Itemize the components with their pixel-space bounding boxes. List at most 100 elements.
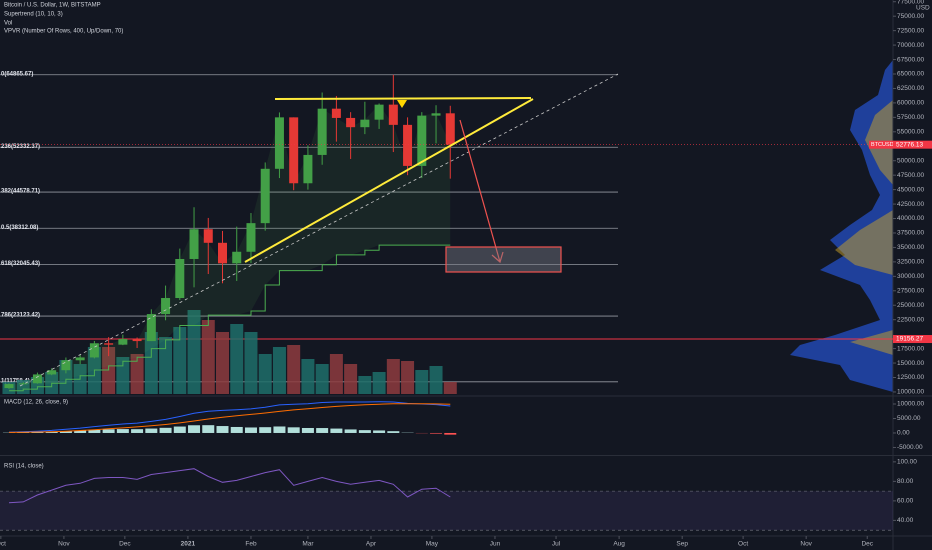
supertrend-fill [8, 104, 451, 391]
x-tick-label: Apr [366, 541, 377, 548]
indicator-label: Vol [4, 21, 12, 27]
y-tick-label: 25000.00 [897, 302, 924, 309]
histogram-bar [216, 426, 229, 433]
fib-label: 1(11758.4) [1, 378, 30, 384]
volume-bar [429, 366, 443, 394]
y-tick-label: 60.00 [897, 498, 914, 505]
histogram-bar [358, 430, 371, 433]
symbol-badge-box [869, 140, 893, 149]
y-tick-label: 75000.00 [897, 13, 924, 20]
pane-title: RSI (14, close) [4, 464, 44, 470]
histogram-bar [444, 432, 457, 435]
volume-bar [301, 359, 315, 394]
volume-bar [401, 361, 415, 394]
x-tick-label: 2021 [181, 541, 196, 548]
candle-body [289, 117, 299, 184]
axis-unit: USD [916, 5, 930, 12]
drawings [19, 73, 619, 387]
y-tick-label: 5000.00 [897, 415, 921, 422]
histogram-bar [131, 429, 144, 433]
y-tick-label: 12500.00 [897, 374, 924, 381]
histogram-bar [344, 429, 357, 433]
candle-body [132, 339, 142, 342]
candle-body [161, 298, 171, 315]
volume-bar [344, 364, 358, 394]
candle-body [104, 343, 114, 345]
candle-body [374, 104, 384, 120]
histogram-bar [316, 428, 329, 433]
y-tick-label: 55000.00 [897, 129, 924, 136]
y-tick-label: 77500.00 [897, 0, 924, 5]
candle-body [61, 360, 71, 371]
volume-profile-up [835, 100, 893, 355]
price-label: 19156.27 [896, 336, 923, 343]
volume-bar [358, 376, 372, 394]
y-tick-label: 80.00 [897, 478, 914, 485]
y-tick-label: 42500.00 [897, 201, 924, 208]
y-tick-label: 40000.00 [897, 215, 924, 222]
volume-bar [201, 320, 215, 394]
candle-body [189, 229, 199, 259]
candle-body [203, 229, 213, 243]
y-tick-label: 100.00 [897, 459, 917, 466]
histogram-bar [202, 425, 215, 433]
candle-body [18, 383, 28, 385]
x-tick-label: Jul [552, 541, 561, 548]
volume-bar [272, 347, 286, 394]
fib-label: 618(32045.43) [1, 261, 40, 267]
drawings-under [790, 60, 893, 392]
volume-bar [144, 332, 158, 394]
volume-bar [258, 354, 272, 394]
histogram-bar [387, 431, 400, 433]
symbol-badge: BTCUSD [871, 142, 894, 148]
histogram-bar [159, 427, 172, 433]
volume-bar [230, 324, 244, 394]
volume-bar [329, 354, 343, 394]
candle-body [175, 258, 185, 299]
y-tick-label: 47500.00 [897, 172, 924, 179]
y-tick-label: 50000.00 [897, 157, 924, 164]
resistance-line [274, 97, 532, 100]
indicator-label: VPVR (Number Of Rows, 400, Up/Down, 70) [4, 29, 123, 35]
volume-bar [415, 370, 429, 394]
candle-body [246, 223, 256, 252]
x-tick-label: Nov [58, 541, 70, 548]
histogram-bar [330, 428, 343, 433]
series-line [8, 468, 451, 504]
volume-bar [244, 332, 258, 394]
arrow-head [491, 251, 504, 264]
y-tick-label: 65000.00 [897, 71, 924, 78]
volume-bar [386, 359, 400, 394]
histogram-bar [287, 427, 300, 433]
candle-body [303, 154, 313, 184]
y-tick-label: 10000.00 [897, 401, 924, 408]
histogram-bar [31, 432, 44, 433]
candle-body [346, 117, 356, 128]
y-tick-label: 32500.00 [897, 259, 924, 266]
y-tick-label: 37500.00 [897, 230, 924, 237]
last-price-label: 52776.13 [896, 141, 923, 148]
histogram-bar [188, 425, 201, 433]
series-line [8, 403, 451, 433]
candle-body [89, 343, 99, 358]
fib-label: 0.5(38312.08) [1, 225, 38, 231]
y-tick-label: 15000.00 [897, 360, 924, 367]
y-tick-label: -5000.00 [897, 444, 923, 451]
histogram-bar [59, 431, 72, 433]
volume-bar [287, 345, 301, 394]
candle-body [75, 357, 85, 361]
y-tick-label: 45000.00 [897, 186, 924, 193]
candle-body [445, 113, 455, 145]
histogram-bar [74, 430, 87, 433]
price-label-box [893, 335, 932, 344]
y-tick-label: 22500.00 [897, 316, 924, 323]
candle-body [417, 115, 427, 166]
candle-body [32, 374, 42, 384]
y-tick-label: 72500.00 [897, 27, 924, 34]
x-tick-label: Dec [119, 541, 131, 548]
y-tick-label: 40.00 [897, 517, 914, 524]
x-tick-label: Sep [676, 541, 688, 548]
